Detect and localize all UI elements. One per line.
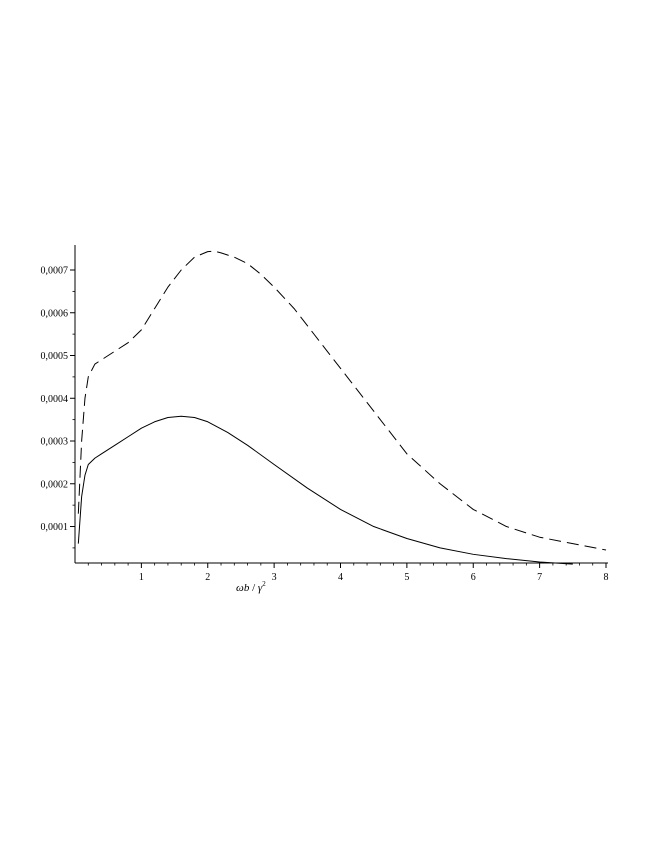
x-tick-label: 7	[537, 572, 542, 583]
y-tick-label: 0,0006	[41, 308, 69, 319]
y-tick-label: 0,0007	[41, 266, 69, 277]
x-tick-label: 2	[205, 572, 210, 583]
x-axis-label-gamma: γ	[258, 582, 263, 594]
y-tick-label: 0,0005	[41, 351, 69, 362]
series-line-dashed	[77, 250, 607, 551]
series-layer	[77, 250, 607, 565]
x-axis-label-main: ωb	[236, 582, 250, 594]
x-tick-label: 3	[272, 572, 277, 583]
x-axis-label: ωb / γ2	[236, 580, 266, 594]
x-tick-label: 8	[604, 572, 609, 583]
x-tick-label: 4	[338, 572, 343, 583]
y-tick-label: 0,0002	[41, 479, 69, 490]
x-tick-label: 5	[404, 572, 409, 583]
x-tick-label: 6	[471, 572, 476, 583]
x-axis-label-exp: 2	[262, 580, 266, 588]
series-line-solid	[77, 415, 573, 565]
y-tick-label: 0,0003	[41, 437, 69, 448]
x-tick-label: 1	[139, 572, 144, 583]
x-axis-label-sep: /	[249, 582, 258, 594]
axes	[74, 245, 608, 564]
y-tick-label: 0,0001	[41, 522, 69, 533]
ticks-layer: 1 2 3 4 5 6 7 8 0,0001 0,0002 0,0003 0,0004 0,0005 0,…	[41, 266, 609, 584]
y-tick-label: 0,0004	[41, 394, 69, 405]
